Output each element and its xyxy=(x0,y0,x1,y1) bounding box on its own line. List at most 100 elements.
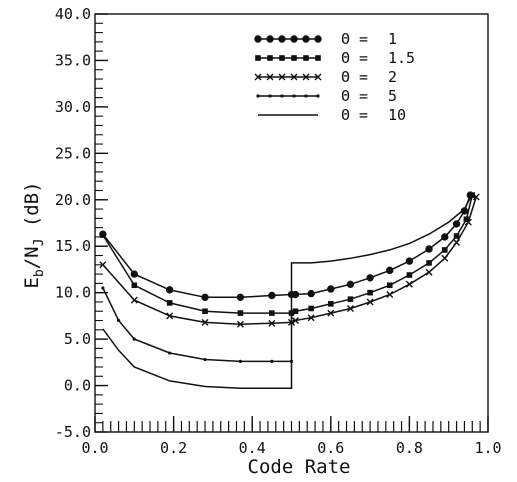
x-tick-label: 0.2 xyxy=(160,439,187,457)
data-point xyxy=(270,359,274,364)
series-theta-1 xyxy=(99,191,475,302)
data-point xyxy=(130,270,139,278)
data-point xyxy=(236,320,244,328)
legend-marker xyxy=(280,94,284,98)
data-point xyxy=(269,310,275,316)
legend-item: Θ = 10 xyxy=(258,106,406,124)
legend-marker xyxy=(290,35,298,43)
data-point xyxy=(291,290,300,299)
legend-marker xyxy=(254,35,262,43)
x-tick-label: 0.4 xyxy=(239,439,266,457)
legend-item: Θ = 1.5 xyxy=(255,49,415,67)
data-point xyxy=(132,337,136,341)
y-axis-title: Eb/NJ (dB) xyxy=(21,181,47,288)
legend-marker xyxy=(314,35,322,43)
data-point xyxy=(236,293,245,302)
y-axis-title-main: E xyxy=(21,277,43,288)
legend-marker xyxy=(292,94,296,98)
x-tick-label: 0.6 xyxy=(317,439,344,457)
y-tick-label: 5.0 xyxy=(64,330,91,348)
data-point xyxy=(425,268,433,276)
data-point xyxy=(425,245,433,253)
y-tick-label: 40.0 xyxy=(55,5,91,23)
series-theta-10 xyxy=(102,193,473,390)
data-point xyxy=(203,357,207,362)
y-tick-label: 20.0 xyxy=(55,191,91,209)
legend-label: 10 xyxy=(388,106,406,124)
data-point xyxy=(201,318,209,326)
data-point xyxy=(292,308,299,315)
data-point xyxy=(346,280,355,289)
legend-marker xyxy=(315,55,321,61)
legend-label: 5 xyxy=(388,87,397,105)
series-theta-5 xyxy=(101,286,294,364)
x-tick-label: 0.0 xyxy=(81,439,108,457)
legend-marker xyxy=(268,94,272,98)
data-point xyxy=(100,232,106,238)
series-line xyxy=(102,193,473,390)
data-point xyxy=(441,247,448,253)
data-point xyxy=(308,305,314,312)
data-point xyxy=(366,298,374,306)
series-theta-2 xyxy=(99,193,480,328)
legend-marker xyxy=(278,73,286,81)
x-axis-title: Code Rate xyxy=(248,456,351,478)
legend-marker xyxy=(267,55,273,61)
y-tick-label: 10.0 xyxy=(55,284,91,302)
data-point xyxy=(441,254,449,262)
series-line xyxy=(102,194,472,299)
y-tick-label: 25.0 xyxy=(55,144,91,162)
data-point xyxy=(131,282,138,289)
data-point xyxy=(406,272,413,278)
legend-marker xyxy=(291,55,297,61)
data-point xyxy=(268,291,276,300)
data-point xyxy=(166,300,173,306)
legend-marker xyxy=(254,73,262,81)
data-point xyxy=(307,314,315,322)
y-tick-label: 35.0 xyxy=(55,51,91,69)
data-point xyxy=(452,220,461,228)
data-point xyxy=(268,319,276,327)
data-point xyxy=(453,239,461,247)
legend-item: Θ = 5 xyxy=(256,87,397,105)
data-point xyxy=(130,296,138,304)
legend-item: Θ = 2 xyxy=(254,68,397,86)
y-axis: -5.0 0.0 5.0 10.0 15.0 20.0 25.0 30.0 35.0 40.0 xyxy=(55,5,108,441)
legend-marker xyxy=(255,55,261,61)
legend-item: Θ = 1 xyxy=(254,30,397,48)
data-point xyxy=(202,308,208,315)
legend-marker xyxy=(290,73,298,81)
series-line xyxy=(102,196,477,325)
data-point xyxy=(405,280,413,288)
legend-marker xyxy=(256,94,260,98)
data-point xyxy=(441,233,449,241)
data-point xyxy=(347,296,354,302)
legend-label: 2 xyxy=(388,68,397,86)
legend-marker xyxy=(314,73,322,81)
data-point xyxy=(116,318,121,323)
data-point xyxy=(327,309,335,317)
y-tick-label: 0.0 xyxy=(64,377,91,395)
data-point xyxy=(237,310,244,316)
x-axis: 0.0 0.2 0.4 0.6 0.8 1.0 xyxy=(81,416,502,457)
minor-ticks xyxy=(95,22,481,432)
series-theta-1-5 xyxy=(100,192,476,316)
y-tick-label: 30.0 xyxy=(55,98,91,116)
data-point xyxy=(426,260,432,266)
data-point xyxy=(366,274,374,282)
legend-theta: Θ = xyxy=(341,49,368,67)
y-axis-title-mid: /N xyxy=(21,246,43,269)
data-point xyxy=(291,317,299,325)
y-tick-label: 15.0 xyxy=(55,237,91,255)
legend-marker xyxy=(266,35,274,43)
data-point xyxy=(453,233,460,239)
data-point xyxy=(101,286,105,290)
data-point xyxy=(201,293,209,302)
x-tick-label: 1.0 xyxy=(474,439,501,457)
legend-marker xyxy=(303,55,309,61)
data-point xyxy=(386,266,394,275)
legend: Θ = 1 Θ = 1.5 Θ = 2 Θ = 5 Θ = 10 xyxy=(254,30,415,124)
series-layer xyxy=(99,191,480,390)
legend-marker xyxy=(302,73,310,81)
